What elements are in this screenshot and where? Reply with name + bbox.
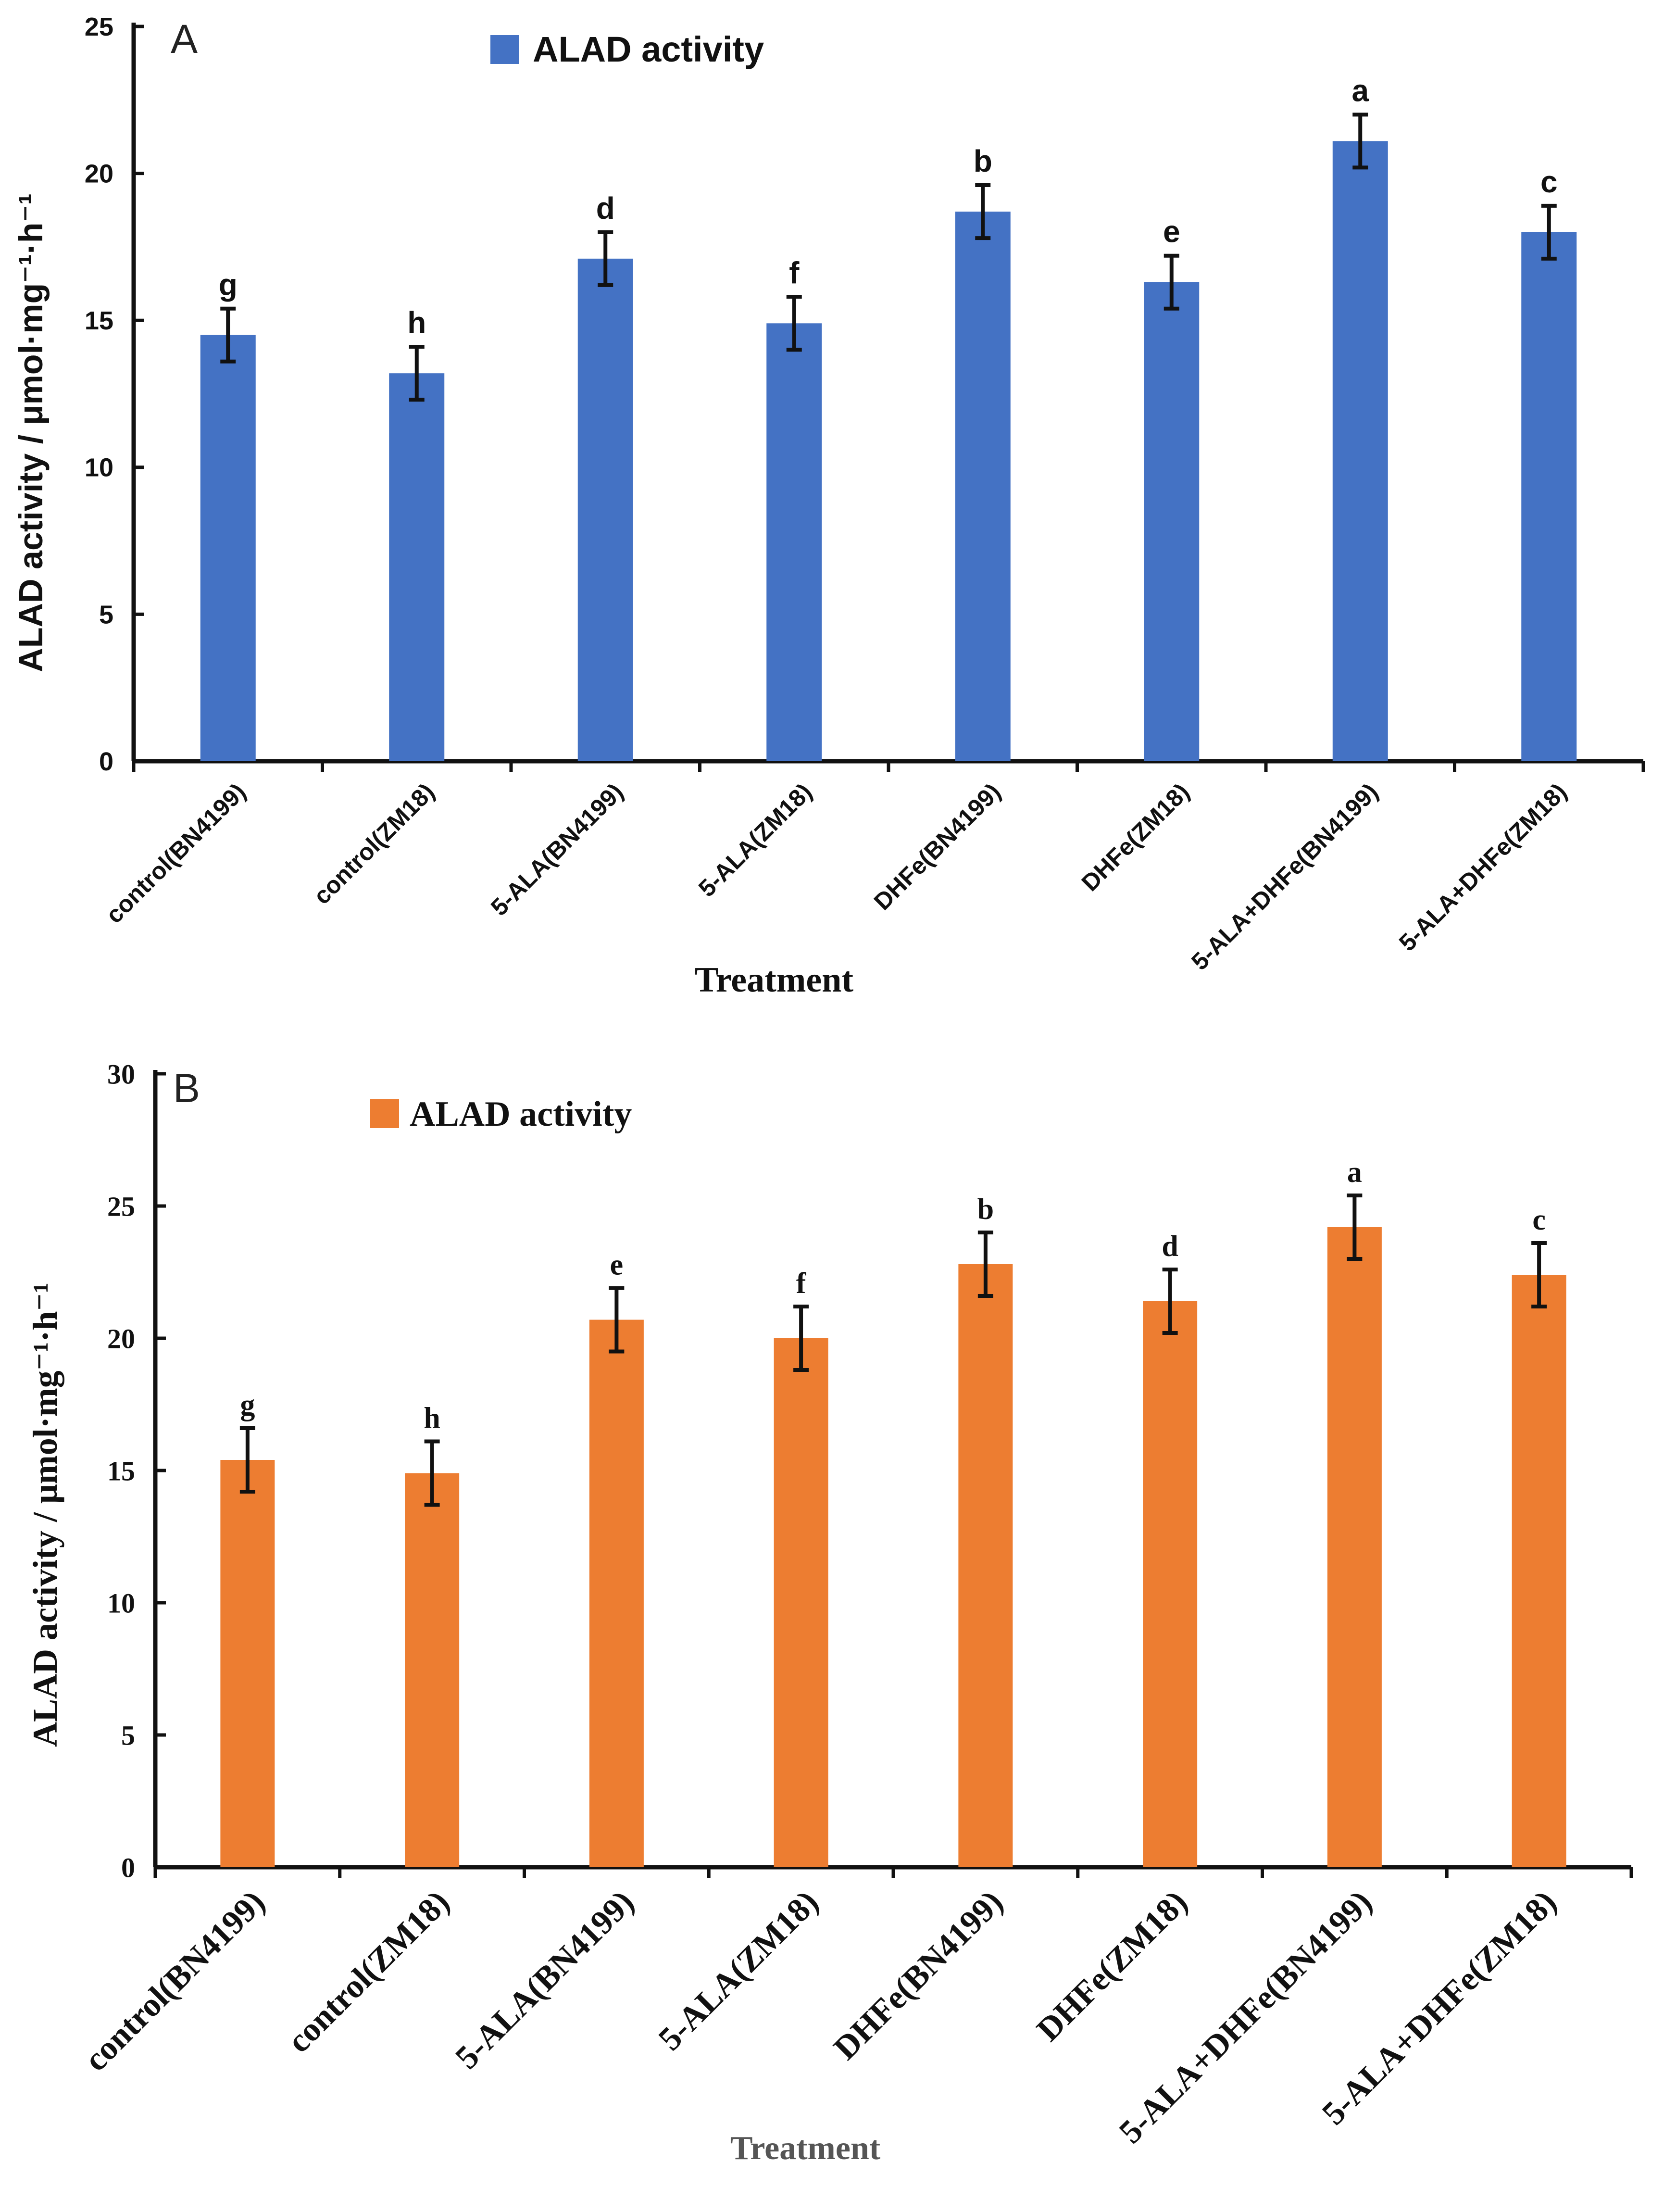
y-tick-label: 10 <box>107 1587 135 1619</box>
y-tick-label: 30 <box>107 1058 135 1090</box>
y-tick-label: 20 <box>107 1323 135 1354</box>
y-tick-label: 15 <box>107 1455 135 1486</box>
bar <box>958 1264 1013 1867</box>
legend-swatch <box>370 1099 399 1128</box>
significance-letter: b <box>974 144 992 178</box>
category-label: control(BN4199) <box>100 778 251 929</box>
category-label: 5-ALA(ZM18) <box>651 1884 826 2058</box>
bar <box>200 335 256 761</box>
bar <box>389 373 445 761</box>
significance-letter: e <box>1163 214 1180 249</box>
bar <box>774 1338 828 1867</box>
chart-panel-b: B ALAD activity ALAD activity / μmol·mg⁻… <box>26 1058 1633 2167</box>
bar <box>589 1320 644 1867</box>
bar <box>766 323 822 761</box>
category-label: control(BN4199) <box>77 1884 272 2078</box>
y-tick-label: 25 <box>85 13 113 41</box>
category-label: 5-ALA+DHFe(ZM18) <box>1394 778 1572 956</box>
y-tick-label: 20 <box>85 160 113 189</box>
bar <box>1144 282 1200 761</box>
significance-letter: h <box>407 305 426 340</box>
plot-area: 0 5 10 15 20 25 30 g control(BN4199) h control(ZM1… <box>77 1058 1633 2150</box>
bar <box>577 258 633 761</box>
category-label: DHFe(BN4199) <box>827 1884 1011 2067</box>
legend-label: ALAD activity <box>410 1094 632 1134</box>
x-axis-label: Treatment <box>695 960 854 1000</box>
category-label: 5-ALA(BN4199) <box>449 1884 641 2076</box>
legend-swatch <box>490 35 519 64</box>
significance-letter: e <box>610 1249 624 1282</box>
significance-letter: c <box>1532 1204 1546 1236</box>
panel-label: A <box>171 16 198 62</box>
category-label: 5-ALA+DHFe(BN4199) <box>1186 778 1383 975</box>
significance-letter: a <box>1347 1156 1362 1189</box>
panel-label: B <box>173 1066 200 1111</box>
category-label: DHFe(ZM18) <box>1030 1884 1195 2049</box>
significance-letter: f <box>796 1267 807 1300</box>
legend-label: ALAD activity <box>533 29 764 69</box>
y-tick-label: 0 <box>121 1852 135 1883</box>
chart-panel-a: A ALAD activity ALAD activity / μmol·mg⁻… <box>12 13 1645 1000</box>
bar <box>1327 1227 1382 1867</box>
y-tick-label: 25 <box>107 1191 135 1222</box>
bar <box>955 212 1011 761</box>
category-label: control(ZM18) <box>308 778 439 909</box>
bar <box>1521 232 1577 762</box>
significance-letter: d <box>596 191 615 226</box>
category-label: DHFe(ZM18) <box>1076 778 1195 896</box>
significance-letter: c <box>1540 164 1558 199</box>
significance-letter: g <box>219 267 238 302</box>
bar <box>405 1473 460 1867</box>
y-tick-label: 5 <box>99 600 113 629</box>
significance-letter: d <box>1162 1230 1178 1263</box>
category-label: control(ZM18) <box>280 1884 457 2060</box>
significance-letter: f <box>789 255 800 290</box>
significance-letter: h <box>424 1402 440 1435</box>
significance-letter: g <box>240 1389 255 1421</box>
bar <box>220 1460 275 1867</box>
significance-letter: b <box>977 1193 994 1226</box>
significance-letter: a <box>1351 73 1369 108</box>
y-axis-label: ALAD activity / μmol·mg⁻¹·h⁻¹ <box>12 193 50 672</box>
y-tick-label: 15 <box>85 306 113 335</box>
bar <box>1332 141 1388 761</box>
y-axis-label: ALAD activity / μmol·mg⁻¹·h⁻¹ <box>26 1282 64 1747</box>
x-axis-label: Treatment <box>730 2130 880 2167</box>
y-tick-label: 0 <box>99 747 113 776</box>
plot-area: 0 5 10 15 20 25 g control(BN4199) h control(ZM18)… <box>85 13 1645 975</box>
category-label: DHFe(BN4199) <box>869 778 1006 915</box>
bar <box>1143 1301 1198 1867</box>
category-label: 5-ALA(BN4199) <box>486 778 628 921</box>
bar <box>1512 1275 1566 1867</box>
y-tick-label: 10 <box>85 453 113 482</box>
category-label: 5-ALA(ZM18) <box>693 778 817 902</box>
y-tick-label: 5 <box>121 1720 135 1751</box>
